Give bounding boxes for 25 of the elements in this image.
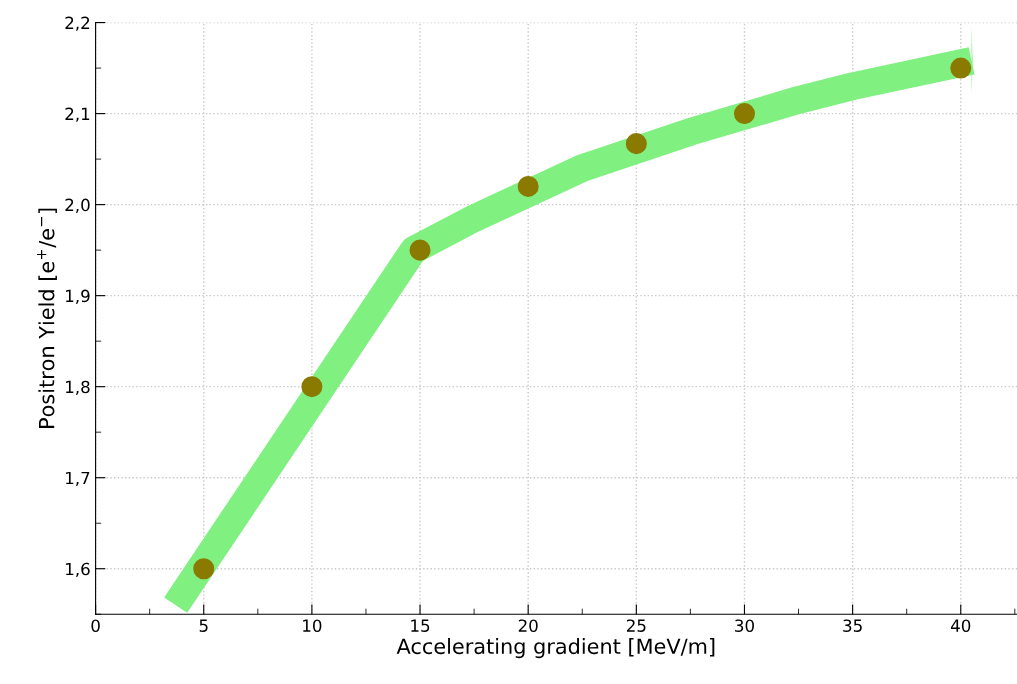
y-axis-title: Positron Yield [e$^{+}$/e$^{−}$] (37, 208, 57, 428)
x-tick-label: 35 (843, 619, 862, 632)
y-tick-label: 1,6 (66, 562, 90, 577)
point (409, 239, 431, 261)
y-tick-label: 2,1 (65, 107, 90, 122)
point (950, 57, 972, 79)
point (517, 175, 539, 197)
x-tick-label: 25 (626, 619, 646, 632)
x-tick-label: 30 (735, 619, 754, 632)
point (193, 558, 215, 580)
point (733, 103, 755, 125)
x-tick-label: 10 (303, 619, 322, 632)
y-tick-label: 2,0 (65, 198, 90, 213)
x-axis-title: Accelerating gradient [MeV/m] (396, 638, 715, 659)
point (625, 133, 647, 155)
point (301, 376, 323, 398)
x-tick-label: 15 (411, 619, 430, 632)
x-tick-label: 40 (950, 619, 971, 632)
x-tick-label: 20 (518, 619, 538, 632)
y-tick-label: 1,9 (66, 289, 90, 304)
y-tick-label: 2,2 (65, 16, 90, 31)
x-tick-label: 5 (199, 619, 208, 632)
y-tick-label: 1,7 (66, 471, 90, 486)
y-tick-label: 1,8 (66, 380, 90, 395)
x-tick-label: 0 (91, 619, 100, 632)
